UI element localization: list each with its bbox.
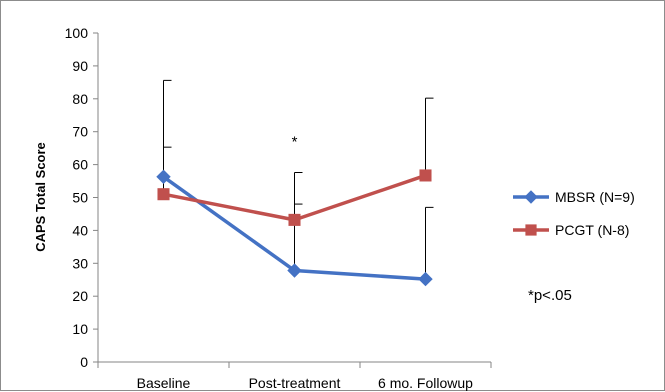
series-markers: [156, 169, 433, 287]
data-point: [287, 263, 302, 278]
annotations: *: [292, 134, 298, 151]
legend-label: PCGT (N-8): [555, 222, 629, 238]
y-tick-label: 10: [72, 321, 88, 337]
y-axis-title: CAPS Total Score: [33, 142, 48, 252]
y-tick-label: 100: [65, 25, 89, 41]
x-tick-label: Post-treatment: [249, 375, 341, 391]
y-tick-label: 50: [72, 190, 88, 206]
y-tick-label: 30: [72, 255, 88, 271]
legend: MBSR (N=9) PCGT (N-8): [513, 189, 635, 238]
y-tick-label: 60: [72, 157, 88, 173]
y-axis-title-group: CAPS Total Score: [33, 142, 48, 252]
error-bars: [163, 79, 434, 280]
x-tick-label: Baseline: [137, 375, 191, 391]
significance-marker: *: [292, 134, 298, 151]
data-point: [157, 188, 170, 201]
y-tick-label: 40: [72, 222, 88, 238]
y-tick-label: 0: [80, 354, 88, 370]
legend-swatch-marker: [525, 224, 537, 236]
y-tick-label: 70: [72, 124, 88, 140]
significance-note: *p<.05: [528, 287, 572, 304]
data-point: [288, 213, 301, 226]
data-point: [418, 271, 433, 287]
y-tick-label: 20: [72, 288, 88, 304]
legend-label: MBSR (N=9): [555, 189, 635, 205]
legend-swatch-marker: [524, 190, 538, 204]
axes: 0 10 20 30 40 50 60 70 80 90 100 Baseline Post-treat…: [65, 25, 492, 391]
data-point: [419, 169, 432, 182]
y-tick-label: 90: [72, 58, 88, 74]
y-tick-label: 80: [72, 91, 88, 107]
x-tick-label: 6 mo. Followup: [378, 375, 473, 391]
data-point: [156, 169, 171, 184]
